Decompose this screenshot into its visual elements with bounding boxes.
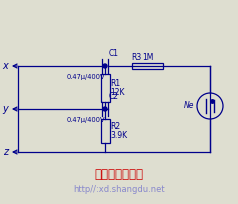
Text: C2: C2 (109, 92, 119, 101)
Bar (100, 119, 109, 143)
Text: y: y (2, 104, 8, 114)
Text: 1M: 1M (142, 53, 153, 62)
Text: R3: R3 (131, 53, 141, 62)
Circle shape (197, 93, 223, 119)
Text: 0.47μ/400V: 0.47μ/400V (67, 74, 105, 80)
Text: R1: R1 (110, 79, 121, 88)
Text: Ne: Ne (183, 102, 194, 111)
Text: R2: R2 (110, 122, 121, 131)
Text: 3.9K: 3.9K (110, 131, 128, 140)
Bar (132, 63, 163, 69)
Text: z: z (3, 147, 8, 157)
Circle shape (103, 64, 107, 68)
Circle shape (103, 107, 107, 111)
Text: x: x (2, 61, 8, 71)
Text: 12K: 12K (110, 88, 125, 97)
Bar (100, 73, 109, 102)
Text: 0.47μ/400V: 0.47μ/400V (67, 117, 105, 123)
Text: C1: C1 (109, 49, 119, 58)
Text: 简易相序指示器: 简易相序指示器 (94, 167, 144, 181)
Text: http//:xd.shangdu.net: http//:xd.shangdu.net (73, 185, 165, 194)
